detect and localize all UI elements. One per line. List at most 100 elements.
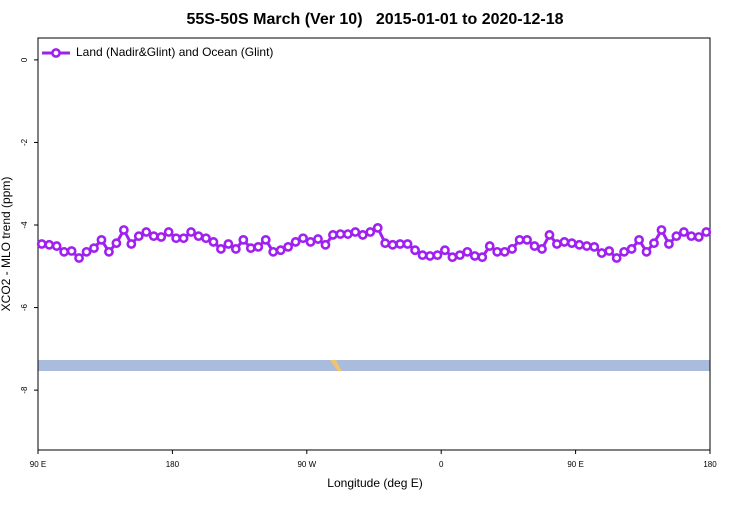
x-tick-label: 180 — [703, 460, 717, 469]
y-tick-label: -8 — [20, 386, 29, 394]
data-point — [552, 239, 562, 249]
surface-band — [38, 360, 710, 371]
data-point — [238, 234, 249, 245]
data-point — [499, 246, 510, 257]
data-point — [133, 231, 144, 242]
data-point — [290, 237, 301, 247]
data-point — [492, 246, 503, 257]
data-point — [671, 231, 682, 242]
data-point — [425, 251, 435, 261]
data-point — [701, 227, 712, 237]
y-tick-label: -6 — [20, 303, 29, 311]
data-point — [626, 244, 637, 254]
data-point — [417, 250, 428, 261]
x-tick-label: 90 E — [30, 460, 46, 469]
data-point — [141, 227, 152, 237]
data-point — [66, 246, 77, 256]
data-point — [387, 239, 398, 250]
data-point — [342, 229, 353, 239]
data-point — [402, 239, 413, 249]
data-point — [298, 233, 308, 244]
data-point — [619, 246, 630, 257]
data-point — [178, 233, 189, 244]
data-point — [484, 241, 495, 251]
legend-marker — [51, 48, 61, 58]
data-point — [148, 231, 159, 242]
data-point — [581, 241, 592, 251]
land-patch — [330, 360, 342, 371]
data-point — [372, 222, 383, 233]
data-point — [634, 234, 644, 245]
data-point — [357, 230, 368, 240]
data-point — [193, 231, 204, 242]
data-point — [328, 230, 338, 240]
data-point — [253, 241, 264, 252]
data-point — [395, 239, 406, 249]
data-point — [514, 234, 525, 245]
data-point — [111, 238, 122, 249]
data-point — [118, 225, 129, 235]
data-point — [447, 252, 458, 263]
data-point — [656, 225, 667, 235]
data-point — [81, 246, 92, 257]
data-point — [596, 248, 607, 258]
data-point — [268, 246, 279, 257]
data-point — [454, 250, 465, 261]
x-axis-label: Longitude (deg E) — [327, 476, 422, 490]
data-point — [440, 245, 450, 256]
data-point — [664, 239, 674, 249]
data-point — [89, 243, 99, 254]
data-point — [432, 250, 443, 261]
data-point — [44, 239, 55, 250]
data-point — [335, 229, 346, 239]
data-point — [477, 252, 488, 263]
data-point — [186, 227, 196, 237]
data-point — [693, 232, 704, 242]
data-point — [275, 245, 286, 256]
data-point — [36, 239, 47, 249]
y-tick-label: 0 — [20, 57, 29, 62]
data-point — [59, 246, 70, 257]
data-point — [462, 246, 473, 257]
data-point — [544, 230, 555, 240]
chart-title: 55S-50S March (Ver 10) 2015-01-01 to 202… — [186, 11, 563, 28]
x-tick-label: 0 — [439, 460, 444, 469]
data-point — [320, 239, 331, 250]
data-point — [604, 246, 615, 256]
data-point — [641, 246, 652, 257]
data-point — [126, 239, 137, 249]
data-point — [559, 237, 570, 247]
x-tick-label: 90 E — [567, 460, 583, 469]
data-point — [350, 227, 361, 237]
data-point — [678, 227, 689, 237]
data-point — [410, 245, 420, 256]
data-point — [589, 241, 600, 252]
data-point — [74, 253, 84, 263]
data-point — [223, 239, 234, 249]
data-point — [216, 244, 226, 254]
y-axis-label: XCO2 - MLO trend (ppm) — [0, 177, 13, 312]
data-point — [245, 243, 256, 254]
data-point — [171, 233, 182, 244]
data-point — [537, 244, 547, 254]
data-point — [365, 227, 376, 237]
data-point — [201, 233, 211, 244]
data-point — [574, 239, 585, 250]
x-tick-label: 90 W — [297, 460, 316, 469]
data-point — [230, 244, 241, 254]
data-point — [522, 234, 532, 245]
y-tick-label: -4 — [20, 221, 29, 229]
data-point — [104, 246, 114, 257]
data-point — [649, 238, 659, 249]
data-point — [380, 238, 391, 249]
data-point — [96, 234, 107, 245]
data-point — [283, 241, 294, 252]
data-point — [260, 234, 271, 245]
data-point — [529, 241, 540, 251]
data-point — [208, 237, 219, 247]
data-point — [51, 241, 62, 251]
data-point — [156, 232, 167, 242]
legend-label: Land (Nadir&Glint) and Ocean (Glint) — [76, 45, 273, 59]
data-point — [507, 244, 518, 254]
